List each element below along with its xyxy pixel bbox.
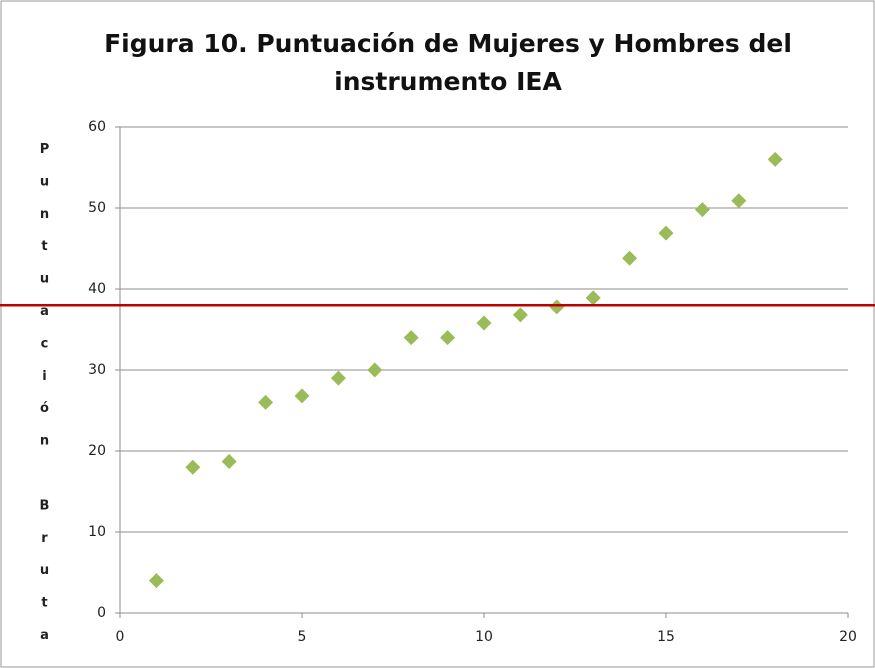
y-tick-label: 40	[88, 281, 106, 297]
point	[330, 370, 346, 386]
point	[440, 330, 456, 346]
x-tick-label: 20	[839, 629, 857, 645]
point	[512, 307, 528, 323]
chart-title: instrumento IEA	[334, 67, 562, 96]
x-tick-label: 0	[116, 629, 125, 645]
point	[767, 151, 783, 167]
point	[658, 225, 674, 241]
x-tick-label: 5	[298, 629, 307, 645]
point	[403, 330, 419, 346]
y-tick-label: 50	[88, 200, 106, 216]
y-axis-label: Puntuación Bruta	[37, 142, 52, 661]
point	[258, 394, 274, 410]
point	[185, 459, 201, 475]
point	[294, 388, 310, 404]
point	[585, 290, 601, 306]
x-tick-label: 15	[657, 629, 675, 645]
point	[549, 299, 565, 315]
x-tick-label: 10	[475, 629, 493, 645]
point	[622, 250, 638, 266]
y-tick-label: 0	[97, 605, 106, 621]
y-tick-label: 30	[88, 362, 106, 378]
point	[148, 573, 164, 589]
point	[221, 454, 237, 470]
point	[476, 315, 492, 331]
y-tick-label: 20	[88, 443, 106, 459]
point	[694, 202, 710, 218]
point	[731, 193, 747, 209]
y-tick-label: 10	[88, 524, 106, 540]
point	[367, 362, 383, 378]
chart-title: Figura 10. Puntuación de Mujeres y Hombr…	[104, 29, 792, 58]
y-tick-label: 60	[88, 119, 106, 135]
